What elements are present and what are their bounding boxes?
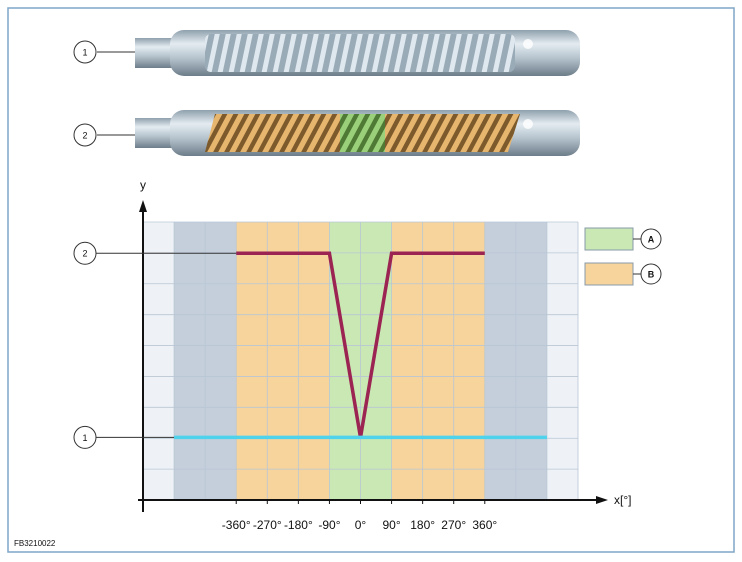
x-tick-label: 270° — [441, 518, 466, 532]
band — [391, 222, 485, 500]
y-axis-arrow — [139, 200, 147, 212]
callout — [73, 123, 97, 147]
figure-id: FB3210022 — [14, 539, 56, 548]
y-axis-label: y — [140, 178, 146, 192]
shaft-1 — [135, 30, 580, 76]
legend-label: A — [648, 234, 655, 244]
callout — [73, 241, 97, 265]
legend-callout — [640, 263, 662, 285]
frame — [7, 7, 735, 553]
legend-swatch — [584, 262, 634, 286]
y-tick-label: 2 — [82, 249, 87, 259]
x-tick-label: -360° — [222, 518, 251, 532]
chart: y x[°] -360° -270° -180° -90° 0° 90° 180° 270° 360… — [73, 178, 662, 532]
shaft-2 — [135, 110, 580, 156]
x-tick-label: 0° — [355, 518, 367, 532]
x-tick-label: 90° — [382, 518, 400, 532]
band — [236, 222, 330, 500]
callout-label: 1 — [82, 47, 87, 57]
legend-swatch — [584, 227, 634, 251]
x-axis-label: x[°] — [614, 493, 631, 507]
legend-label: B — [648, 269, 655, 279]
x-tick-label: -90° — [318, 518, 340, 532]
callout — [73, 425, 97, 449]
callout — [73, 40, 97, 64]
x-axis-arrow — [596, 496, 608, 504]
x-tick-label: -180° — [284, 518, 313, 532]
x-tick-label: 360° — [472, 518, 497, 532]
x-tick-label: 180° — [410, 518, 435, 532]
x-tick-label: -270° — [253, 518, 282, 532]
callout-label: 2 — [82, 130, 87, 140]
y-tick-label: 1 — [82, 433, 87, 443]
legend-callout — [640, 228, 662, 250]
